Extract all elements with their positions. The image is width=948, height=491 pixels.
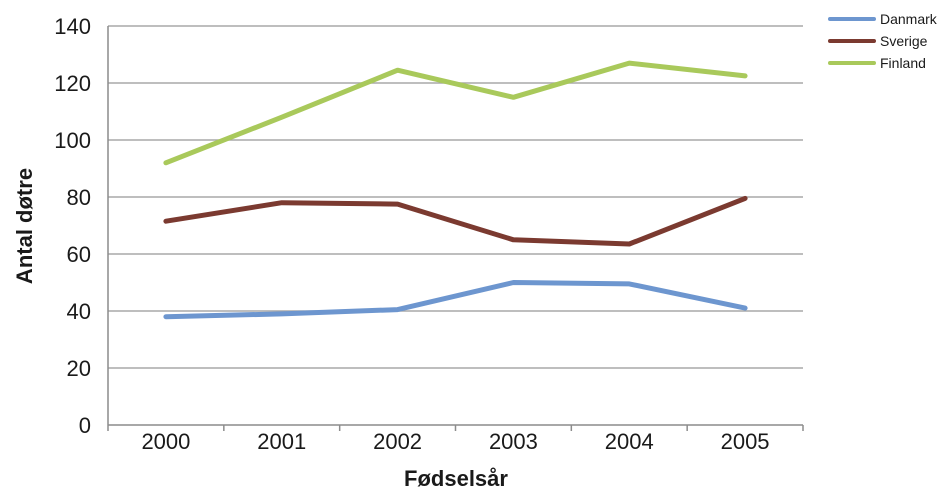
x-tick-label: 2004 (605, 429, 654, 454)
series-line-sverige (163, 195, 748, 247)
y-tick-label: 20 (67, 356, 91, 381)
legend-label-sverige: Sverige (880, 33, 928, 49)
tick-labels: 0 20 40 60 80 100 120 140 2000 2001 2002 2003 2004 20… (54, 14, 769, 454)
x-tick-label: 2005 (721, 429, 770, 454)
series-lines (163, 60, 748, 320)
x-tick-label: 2003 (489, 429, 538, 454)
y-tick-label: 120 (54, 71, 91, 96)
y-tick-label: 80 (67, 185, 91, 210)
x-tick-label: 2000 (141, 429, 190, 454)
legend-label-danmark: Danmark (880, 11, 938, 27)
legend: Danmark Sverige Finland (828, 11, 938, 71)
y-tick-label: 140 (54, 14, 91, 39)
y-axis-title: Antal døtre (12, 168, 37, 284)
series-line-danmark (163, 280, 748, 320)
y-tick-label: 40 (67, 299, 91, 324)
x-tick-label: 2001 (257, 429, 306, 454)
x-axis-title: Fødselsår (404, 466, 508, 491)
axes (107, 26, 804, 431)
y-tick-label: 0 (79, 413, 91, 438)
series-line-finland (163, 60, 748, 166)
x-tick-label: 2002 (373, 429, 422, 454)
y-tick-label: 100 (54, 128, 91, 153)
y-tick-label: 60 (67, 242, 91, 267)
legend-label-finland: Finland (880, 55, 926, 71)
